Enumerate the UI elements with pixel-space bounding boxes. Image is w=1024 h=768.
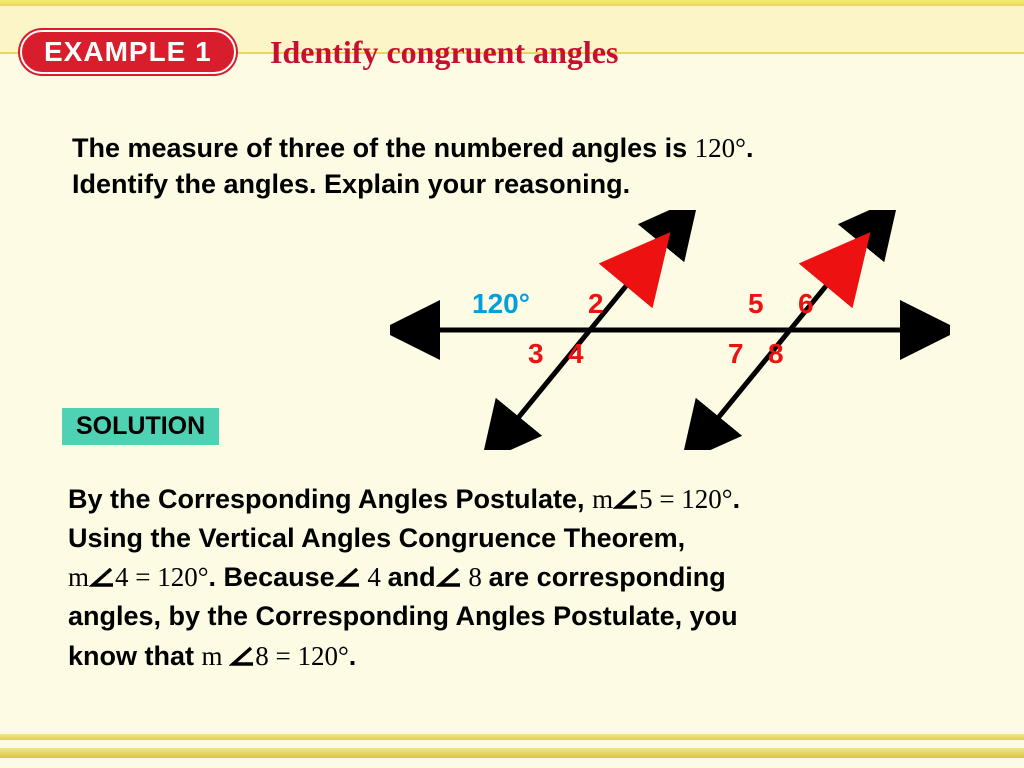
label-8: 8 — [768, 338, 784, 370]
sol-3a: . Because — [209, 562, 335, 592]
sol-3n8: 8 — [462, 562, 489, 592]
decor-band-top — [0, 0, 1024, 6]
sol-5m: m — [202, 641, 230, 671]
label-7: 7 — [728, 338, 744, 370]
angle-icon — [229, 645, 255, 667]
label-4: 4 — [568, 338, 584, 370]
example-badge: EXAMPLE 1 — [20, 30, 236, 74]
angle-icon — [436, 566, 462, 588]
sol-4: angles, by the Corresponding Angles Post… — [68, 601, 738, 631]
decor-band-bottom2 — [0, 748, 1024, 758]
sol-3and: and — [388, 562, 436, 592]
problem-line1b: . — [746, 133, 754, 163]
sol-3b: are corresponding — [489, 562, 726, 592]
problem-line1a: The measure of three of the numbered ang… — [72, 133, 695, 163]
page-title: Identify congruent angles — [270, 34, 618, 71]
label-2: 2 — [588, 288, 604, 320]
label-6: 6 — [798, 288, 814, 320]
angle-icon — [335, 566, 361, 588]
label-5: 5 — [748, 288, 764, 320]
sol-1m: m — [592, 484, 613, 514]
decor-band-bottom1 — [0, 734, 1024, 740]
diagram-svg — [390, 210, 950, 450]
angles-diagram: 120° 2 3 4 5 6 7 8 — [390, 210, 950, 450]
sol-1b: . — [733, 484, 741, 514]
problem-text: The measure of three of the numbered ang… — [72, 130, 952, 203]
solution-text: By the Corresponding Angles Postulate, m… — [68, 480, 968, 676]
sol-1v: 5 = 120° — [639, 484, 733, 514]
sol-3n4: 4 — [361, 562, 388, 592]
angle-icon — [613, 488, 639, 510]
sol-3m: m — [68, 562, 89, 592]
angle-icon — [89, 566, 115, 588]
sol-1a: By the Corresponding Angles Postulate, — [68, 484, 592, 514]
label-120: 120° — [472, 288, 530, 320]
sol-5a: know that — [68, 641, 202, 671]
sol-2: Using the Vertical Angles Congruence The… — [68, 523, 685, 553]
problem-line2: Identify the angles. Explain your reason… — [72, 169, 630, 199]
label-3: 3 — [528, 338, 544, 370]
sol-5b: . — [349, 641, 357, 671]
sol-5v: 8 = 120° — [255, 641, 349, 671]
sol-3v: 4 = 120° — [115, 562, 209, 592]
solution-label: SOLUTION — [62, 408, 219, 445]
problem-value: 120° — [695, 133, 746, 163]
